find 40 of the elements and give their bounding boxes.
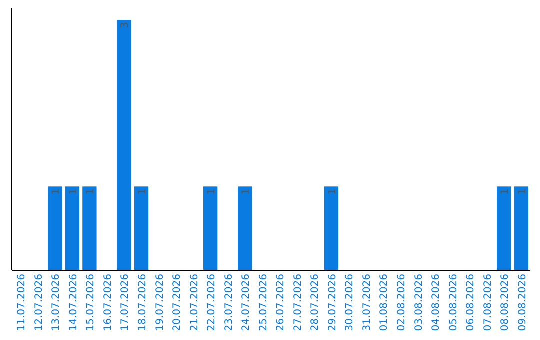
x-tick-label: 24.07.2026 bbox=[241, 274, 252, 332]
data-label: 1 bbox=[206, 188, 218, 196]
data-label: 1 bbox=[138, 188, 148, 196]
data-label: 1 bbox=[517, 188, 528, 196]
x-tick-label: 17.07.2026 bbox=[120, 274, 132, 332]
x-tick-label: 25.07.2026 bbox=[258, 274, 270, 332]
x-tick-label: 01.08.2026 bbox=[379, 274, 390, 332]
x-tick-label: 09.08.2026 bbox=[517, 274, 528, 332]
x-tick-label: 05.08.2026 bbox=[448, 274, 460, 332]
x-tick-label: 15.07.2026 bbox=[86, 274, 97, 332]
x-tick-label: 22.07.2026 bbox=[206, 274, 218, 332]
data-label: 1 bbox=[241, 188, 252, 196]
x-tick-label: 27.07.2026 bbox=[292, 274, 304, 332]
x-tick-label: 28.07.2026 bbox=[310, 274, 322, 332]
data-label: 1 bbox=[86, 188, 97, 196]
x-tick-label: 26.07.2026 bbox=[276, 274, 287, 332]
x-tick-label: 14.07.2026 bbox=[68, 274, 80, 332]
x-tick-label: 30.07.2026 bbox=[344, 274, 356, 332]
data-label: 3 bbox=[120, 22, 132, 28]
x-tick-label: 18.07.2026 bbox=[138, 274, 148, 332]
x-tick-label: 23.07.2026 bbox=[224, 274, 235, 332]
x-tick-label: 04.08.2026 bbox=[431, 274, 442, 332]
x-tick-label: 11.07.2026 bbox=[16, 274, 28, 332]
x-tick-label: 20.07.2026 bbox=[172, 274, 184, 332]
x-tick-label: 31.07.2026 bbox=[362, 274, 373, 332]
x-tick-label: 16.07.2026 bbox=[102, 274, 114, 332]
x-tick-label: 02.08.2026 bbox=[396, 274, 408, 332]
x-tick-label: 06.08.2026 bbox=[466, 274, 477, 332]
x-tick-label: 12.07.2026 bbox=[34, 274, 45, 332]
data-label: 1 bbox=[327, 188, 338, 196]
data-label: 1 bbox=[500, 188, 512, 196]
x-tick-label: 03.08.2026 bbox=[414, 274, 425, 332]
x-tick-label: 13.07.2026 bbox=[51, 274, 62, 332]
x-tick-label: 19.07.2026 bbox=[154, 274, 166, 332]
x-tick-label: 29.07.2026 bbox=[327, 274, 338, 332]
x-tick-label: 07.08.2026 bbox=[482, 274, 494, 332]
x-tick-label: 08.08.2026 bbox=[500, 274, 512, 332]
data-label: 1 bbox=[51, 188, 62, 196]
data-label: 1 bbox=[68, 188, 80, 196]
x-tick-label: 21.07.2026 bbox=[189, 274, 200, 332]
